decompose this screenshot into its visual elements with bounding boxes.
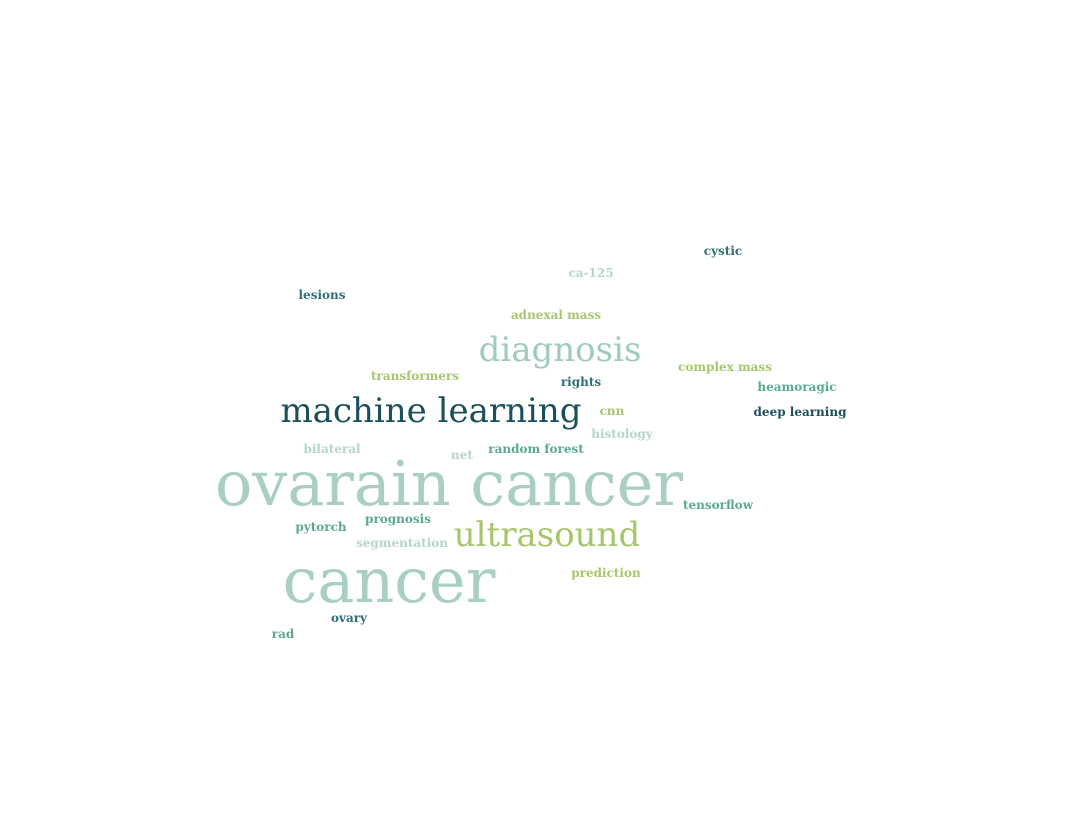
word-complex-mass: complex mass	[678, 360, 772, 374]
word-random-forest: random forest	[488, 442, 584, 456]
word-segmentation: segmentation	[356, 536, 448, 550]
word-deep-learning: deep learning	[753, 405, 847, 419]
word-cnn: cnn	[599, 404, 625, 418]
word-prediction: prediction	[571, 566, 641, 580]
word-adnexal-mass: adnexal mass	[510, 308, 602, 322]
word-prognosis: prognosis	[365, 512, 431, 526]
word-rad: rad	[271, 627, 295, 641]
word-cystic: cystic	[703, 244, 743, 258]
word-histology: histology	[591, 427, 653, 441]
word-net: net	[451, 448, 473, 462]
word-bilateral: bilateral	[303, 442, 361, 456]
word-ovarain-cancer: ovarain cancer	[214, 447, 684, 520]
word-lesions: lesions	[298, 288, 346, 302]
word-tensorflow: tensorflow	[682, 498, 754, 512]
word-cancer: cancer	[282, 544, 496, 617]
word-transformers: transformers	[370, 369, 460, 383]
word-ultrasound: ultrasound	[453, 515, 641, 555]
word-pytorch: pytorch	[295, 520, 347, 534]
word-diagnosis: diagnosis	[478, 330, 642, 370]
word-ovary: ovary	[330, 611, 368, 625]
word-machine-learning: machine learning	[280, 391, 582, 431]
word-heamoragic: heamoragic	[757, 380, 837, 394]
word-ca-125: ca-125	[568, 266, 614, 280]
word-rights: rights	[560, 375, 602, 389]
